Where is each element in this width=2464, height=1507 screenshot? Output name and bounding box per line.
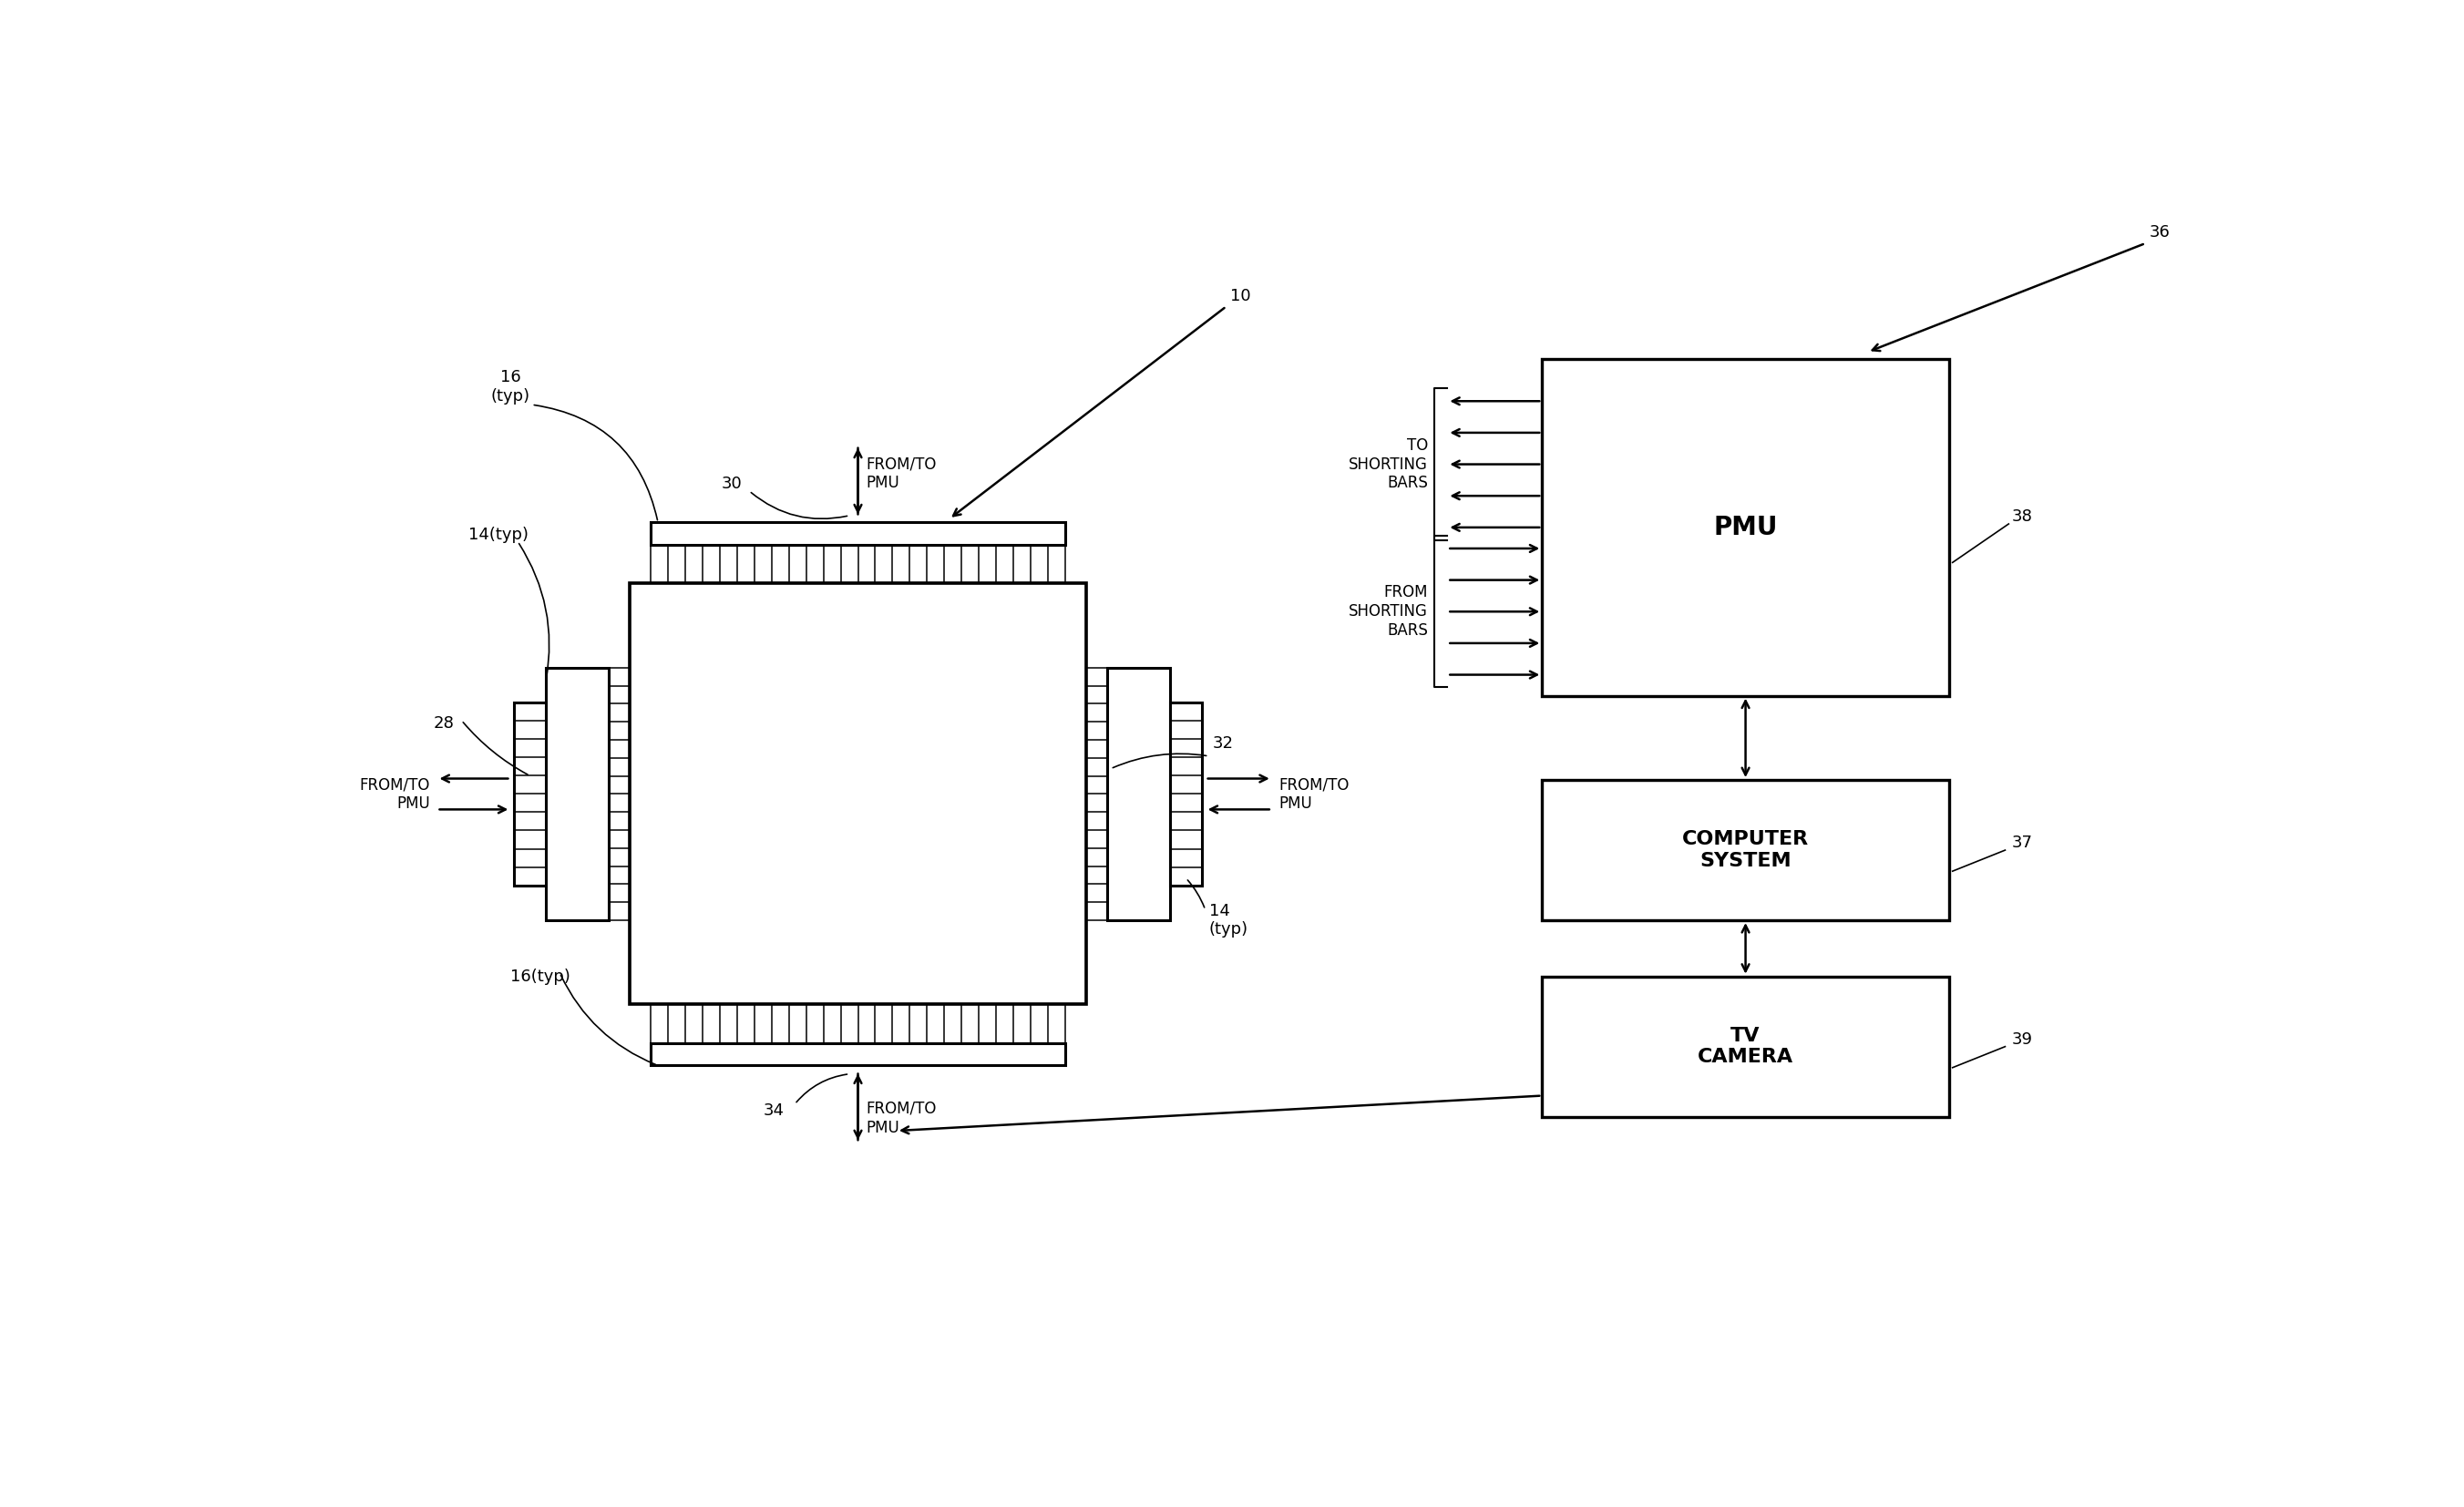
Text: FROM/TO
PMU: FROM/TO PMU (1279, 776, 1350, 812)
Text: 34: 34 (764, 1103, 784, 1120)
Text: 37: 37 (2013, 835, 2033, 851)
Text: 38: 38 (2013, 509, 2033, 524)
Bar (650, 1043, 1064, 1065)
Text: 16
(typ): 16 (typ) (490, 369, 530, 405)
Text: 30: 30 (722, 476, 742, 493)
Text: 28: 28 (434, 716, 453, 732)
Text: 14(typ): 14(typ) (468, 526, 530, 543)
Bar (650, 523, 1064, 546)
Text: FROM/TO
PMU: FROM/TO PMU (867, 1100, 936, 1136)
Text: 14
(typ): 14 (typ) (1210, 903, 1249, 937)
Text: 10: 10 (1230, 288, 1252, 304)
Text: FROM/TO
PMU: FROM/TO PMU (360, 776, 429, 812)
Bar (1106, 668, 1170, 921)
Bar (515, 702, 545, 885)
Text: 32: 32 (1212, 735, 1234, 752)
Text: FROM/TO
PMU: FROM/TO PMU (867, 455, 936, 491)
Bar (1542, 781, 1949, 921)
Bar (1542, 359, 1949, 696)
Bar (1170, 702, 1202, 885)
Bar (631, 583, 1087, 1005)
Bar (545, 668, 609, 921)
Text: 16(typ): 16(typ) (510, 967, 572, 984)
Text: FROM
SHORTING
BARS: FROM SHORTING BARS (1348, 585, 1427, 639)
Text: COMPUTER
SYSTEM: COMPUTER SYSTEM (1683, 830, 1809, 870)
Bar (1542, 977, 1949, 1117)
Text: TO
SHORTING
BARS: TO SHORTING BARS (1348, 437, 1427, 491)
Text: PMU: PMU (1712, 515, 1777, 540)
Text: 36: 36 (2149, 225, 2171, 241)
Text: TV
CAMERA: TV CAMERA (1698, 1026, 1794, 1067)
Text: 39: 39 (2013, 1031, 2033, 1047)
